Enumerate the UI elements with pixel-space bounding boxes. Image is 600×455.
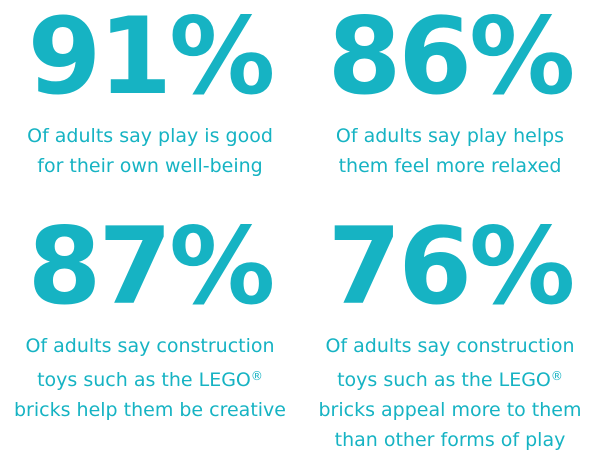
stat-description-line: toys such as the LEGO®	[0, 361, 300, 395]
registered-mark: ®	[250, 369, 263, 383]
stat-description-line: Of adults say play helps	[335, 125, 565, 147]
stat-block-well-being: 91% Of adults say play is good for their…	[0, 4, 300, 181]
stat-percentage: 87%	[27, 205, 276, 328]
stat-description: Of adults say play is good for their own…	[0, 121, 300, 181]
stat-description-line: for their own well-being	[37, 155, 263, 177]
stat-percentage: 91%	[27, 0, 276, 118]
stat-block-creative: 87% Of adults say construction toys such…	[0, 214, 300, 425]
stat-block-appeal: 76% Of adults say construction toys such…	[300, 214, 600, 455]
stat-description-line: Of adults say construction	[25, 335, 275, 357]
stat-description-line: Of adults say construction	[325, 335, 575, 357]
stat-description-line: them feel more relaxed	[338, 155, 562, 177]
stat-description-line: toys such as the LEGO®	[300, 361, 600, 395]
stat-block-relaxed: 86% Of adults say play helps them feel m…	[300, 4, 600, 181]
stat-description-line: Of adults say play is good	[27, 125, 273, 147]
stat-description: Of adults say construction toys such as …	[300, 331, 600, 455]
stat-percentage: 76%	[327, 205, 576, 328]
stat-description-text: toys such as the LEGO	[337, 369, 551, 391]
registered-mark: ®	[550, 369, 563, 383]
stat-percentage: 86%	[327, 0, 576, 118]
stat-description: Of adults say play helps them feel more …	[300, 121, 600, 181]
stat-description-line: bricks help them be creative	[13, 399, 286, 421]
stat-description-line: bricks appeal more to them	[318, 399, 582, 421]
stat-description-text: toys such as the LEGO	[37, 369, 251, 391]
stat-description: Of adults say construction toys such as …	[0, 331, 300, 425]
stat-description-line: than other forms of play	[334, 429, 566, 451]
